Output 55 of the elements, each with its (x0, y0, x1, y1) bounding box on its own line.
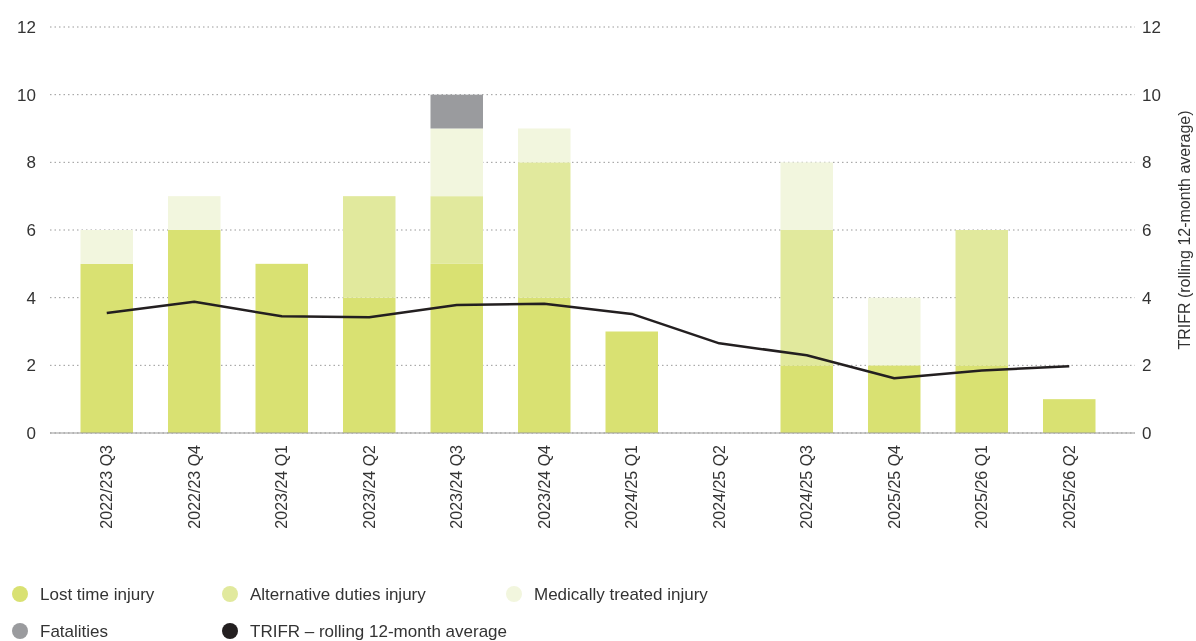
bar (80, 230, 133, 264)
y2-tick-label: 12 (1142, 17, 1161, 37)
x-tick-label: 2022/23 Q3 (98, 444, 116, 529)
y2-tick-label: 2 (1142, 356, 1152, 376)
bar (1043, 399, 1096, 433)
y2-tick-label: 8 (1142, 153, 1152, 173)
x-tick-label: 2024/25 Q2 (710, 444, 728, 529)
x-tick-label: 2023/24 Q3 (448, 444, 466, 529)
bar (168, 230, 221, 433)
x-tick-label: 2023/24 Q4 (535, 444, 553, 529)
x-tick-label: 2025/25 Q4 (885, 444, 903, 529)
bar (780, 365, 833, 433)
bar (430, 196, 483, 264)
bar (430, 128, 483, 197)
y-tick-label: 10 (17, 85, 36, 105)
bar (780, 162, 833, 230)
bar (430, 263, 483, 433)
bar (868, 365, 921, 433)
y2-tick-label: 6 (1142, 220, 1152, 240)
y-tick-label: 12 (17, 17, 36, 37)
bar (518, 162, 571, 298)
bar (168, 196, 221, 230)
y-tick-label: 6 (26, 220, 36, 240)
x-tick-label: 2025/26 Q2 (1060, 444, 1078, 529)
y2-tick-label: 10 (1142, 85, 1161, 105)
x-tick-label: 2024/25 Q1 (623, 444, 641, 529)
y2-axis-title: TRIFR (rolling 12-month average) (1176, 110, 1193, 350)
bar (955, 365, 1008, 433)
legend-label: Fatalities (40, 621, 109, 641)
legend-label: TRIFR – rolling 12-month average (250, 621, 508, 641)
bar (343, 297, 396, 433)
y-tick-label: 2 (26, 356, 36, 376)
x-tick-label: 2023/24 Q1 (273, 444, 291, 529)
bar (868, 297, 921, 366)
bar (955, 230, 1008, 366)
y2-tick-label: 0 (1142, 423, 1152, 443)
line-series (105, 300, 1071, 380)
x-tick-label: 2022/23 Q4 (185, 444, 203, 529)
bar (255, 263, 308, 433)
bar (605, 331, 658, 433)
bar (518, 128, 571, 163)
bar (80, 263, 133, 433)
y-tick-label: 0 (26, 423, 36, 443)
y-tick-label: 8 (26, 153, 36, 173)
x-tick-label: 2024/25 Q3 (798, 444, 816, 529)
y2-tick-label: 4 (1142, 288, 1152, 308)
x-tick-label: 2025/26 Q1 (973, 444, 991, 529)
bar (343, 196, 396, 298)
bar (518, 297, 571, 433)
legend-label: Alternative duties injury (250, 584, 427, 604)
y-tick-label: 4 (26, 288, 36, 308)
x-tick-label: 2023/24 Q2 (360, 444, 378, 529)
legend-label: Lost time injury (40, 584, 155, 604)
legend-label: Medically treated injury (534, 584, 709, 604)
bar (780, 230, 833, 366)
